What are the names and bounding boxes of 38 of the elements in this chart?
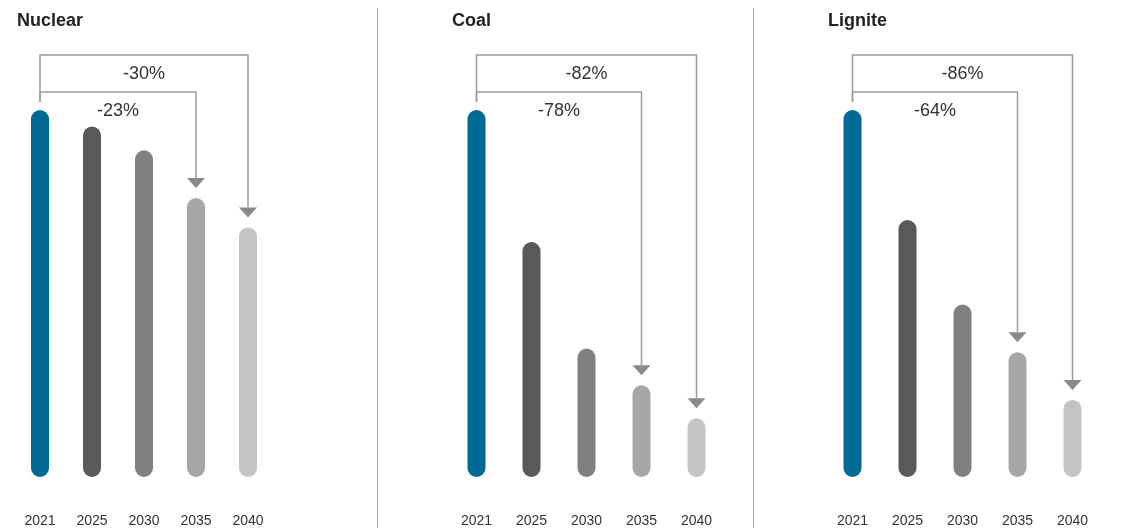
x-tick-label: 2035 [1002, 512, 1034, 528]
text: -30% [122, 63, 166, 83]
chart-title: Coal [451, 10, 491, 30]
x-tick-label: 2025 [892, 512, 924, 528]
x-tick-label: 2030 [128, 512, 160, 528]
text: -82% [565, 63, 608, 83]
bar [31, 110, 49, 477]
x-tick-label: 2021 [460, 512, 492, 528]
x-tick-label: 2040 [1057, 512, 1089, 528]
bar [467, 110, 486, 477]
bar [1063, 399, 1082, 477]
chart-title: Lignite [828, 10, 888, 30]
bar [187, 198, 205, 477]
x-tick-label: 2025 [515, 512, 547, 528]
x-tick-label: 2040 [680, 512, 712, 528]
chart-title: Nuclear [17, 10, 84, 30]
x-tick-label: 2035 [180, 512, 212, 528]
x-tick-label: 2040 [232, 512, 264, 528]
bar [577, 348, 596, 477]
annotation: -64% [914, 100, 957, 120]
bar [522, 242, 541, 477]
bar [843, 110, 862, 477]
bar [239, 227, 257, 477]
annotation: -23% [96, 100, 140, 120]
annotation: -78% [537, 100, 580, 120]
text: -86% [941, 63, 984, 83]
x-tick-label: 2030 [947, 512, 979, 528]
x-tick-label: 2021 [24, 512, 56, 528]
x-tick-label: 2035 [625, 512, 657, 528]
bar [135, 150, 153, 477]
bar [1008, 352, 1027, 477]
bar [632, 385, 651, 477]
x-tick-label: 2021 [837, 512, 869, 528]
bar [83, 126, 101, 477]
bar [953, 304, 972, 477]
x-tick-label: 2030 [570, 512, 602, 528]
x-tick-label: 2025 [76, 512, 108, 528]
bar [898, 220, 917, 477]
